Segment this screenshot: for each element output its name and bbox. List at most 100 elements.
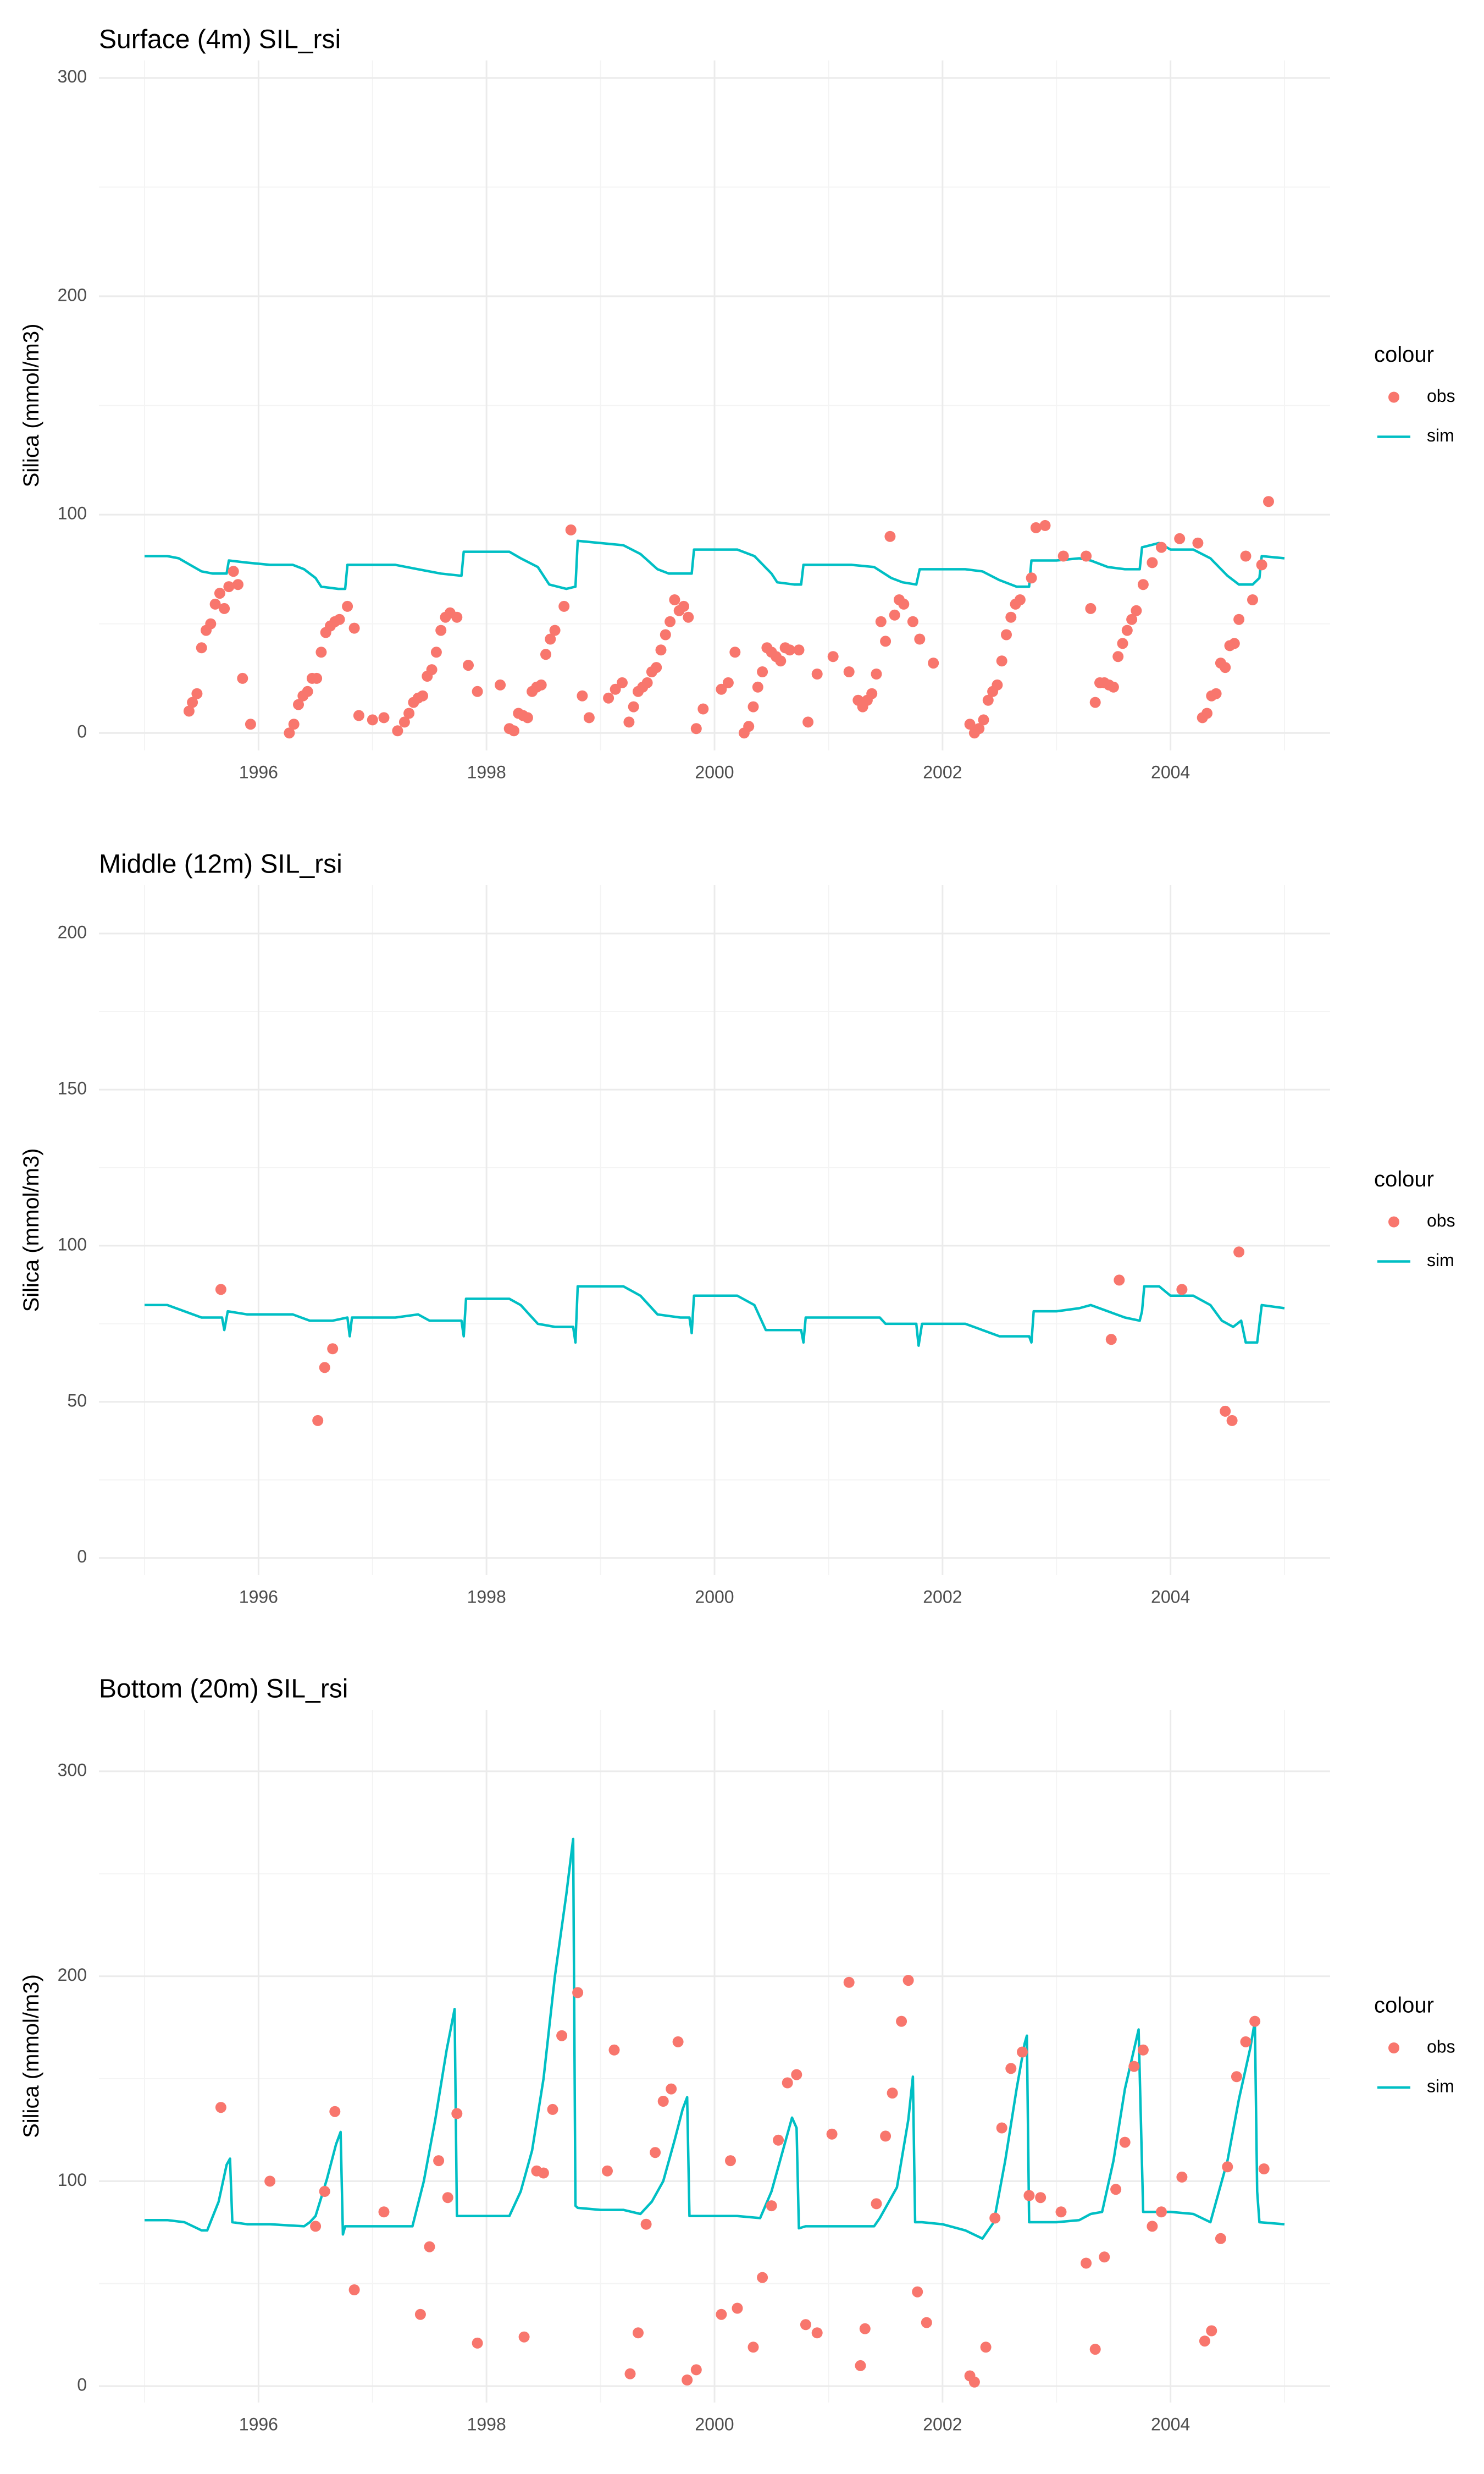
legend-label-obs: obs [1427,386,1455,406]
obs-point [435,625,447,636]
obs-point [928,658,939,669]
obs-point [1128,2061,1140,2072]
obs-point [556,2030,568,2041]
obs-point [811,2327,823,2339]
obs-point [1258,2163,1270,2174]
obs-point [264,2175,276,2187]
obs-point [1057,550,1069,562]
obs-point [518,2331,530,2343]
obs-point [973,723,985,735]
obs-point [1201,708,1212,719]
sim-line [145,539,1285,590]
obs-point [640,2218,652,2230]
obs-point [403,708,415,719]
obs-point [623,716,635,728]
obs-point [996,2122,1007,2134]
obs-point [1117,638,1128,649]
obs-point [1035,2192,1046,2204]
obs-point [757,2272,768,2283]
y-tick-label: 100 [58,504,87,523]
y-tick-label: 300 [58,67,87,86]
obs-point [1192,537,1204,549]
obs-point [752,681,763,693]
obs-point [319,2186,330,2197]
obs-point [660,629,671,640]
obs-point [232,579,243,590]
chart-panel-3: Bottom (20m) SIL_rsi 0 100 200 300 1996 1998 20… [19,1675,1455,2434]
legend-title: colour [1374,1993,1434,2018]
obs-point [729,647,741,658]
obs-point [980,2342,992,2353]
obs-point [982,694,994,706]
y-tick-label: 200 [58,285,87,305]
obs-point [558,600,570,612]
legend-obs-key [1388,1216,1399,1228]
obs-point [996,655,1007,667]
obs-point [547,2103,558,2115]
obs-point [538,2167,549,2179]
obs-point [1233,1246,1245,1258]
obs-point [866,688,878,699]
obs-point [565,524,577,535]
obs-point [1099,2251,1110,2263]
obs-point [1176,2171,1188,2183]
obs-point [697,703,709,715]
obs-point [722,677,734,688]
obs-point [747,701,759,713]
obs-point [921,2317,932,2328]
obs-point [1156,542,1167,553]
obs-point [334,614,345,625]
x-tick-label: 1996 [239,2414,278,2434]
obs-point [329,2106,341,2117]
obs-point [826,2128,838,2140]
obs-point [245,719,256,730]
obs-point [1089,2344,1101,2355]
obs-point [302,686,313,697]
obs-point [1017,2046,1028,2058]
y-tick-label: 0 [77,2375,87,2395]
obs-point [766,2200,777,2212]
obs-point [367,714,378,726]
obs-point [855,2360,866,2371]
x-tick-label: 1996 [239,1587,278,1606]
x-tick-label: 1998 [467,1587,506,1606]
obs-point [608,2044,620,2056]
legend-label-obs: obs [1427,1211,1455,1230]
obs-point [1030,522,1042,533]
obs-point [472,686,483,697]
obs-point [540,649,551,660]
obs-point [669,594,680,605]
obs-point [843,666,855,677]
legend-label-sim: sim [1427,2076,1454,2096]
x-tick-label: 1998 [467,762,506,782]
x-tick-label: 2000 [695,762,734,782]
obs-point [800,2319,811,2331]
obs-point [875,616,887,627]
obs-point [651,662,662,673]
obs-point [1131,605,1142,616]
legend-label-sim: sim [1427,426,1454,445]
obs-point [989,2212,1001,2224]
obs-point [682,2374,693,2385]
y-tick-label: 50 [67,1390,87,1410]
legend-title: colour [1374,343,1434,367]
sim-line [145,1837,1285,2240]
obs-point [342,600,353,612]
obs-point [348,2284,360,2295]
obs-point [1206,2325,1217,2337]
obs-point [725,2155,736,2167]
obs-point [964,719,976,730]
obs-point [472,2337,483,2349]
legend-obs-key [1388,391,1399,403]
y-axis-label: Silica (mmol/m3) [19,324,43,488]
obs-point [887,2088,898,2099]
obs-point [657,2096,669,2107]
obs-point [209,598,221,610]
y-tick-label: 200 [58,1965,87,1985]
obs-point [716,683,727,695]
x-tick-label: 2000 [695,1587,734,1606]
obs-point [672,2036,684,2047]
obs-point [378,2206,390,2218]
obs-point [1110,2184,1122,2195]
obs-point [196,642,207,654]
